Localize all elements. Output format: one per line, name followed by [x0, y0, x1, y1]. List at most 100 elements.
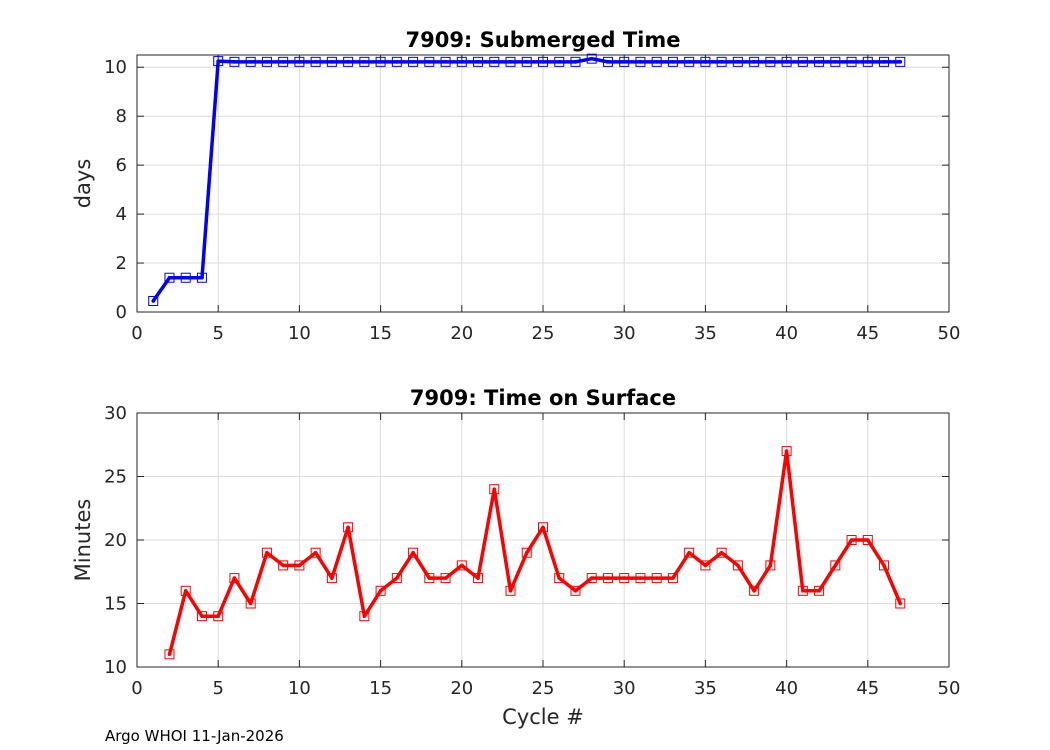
data-point-dot	[411, 60, 415, 64]
data-point-marker	[261, 547, 272, 558]
data-point-dot	[200, 614, 204, 618]
data-point-marker	[326, 573, 337, 584]
data-point-marker	[781, 56, 792, 67]
x-tick-label: 20	[450, 323, 473, 344]
data-point-marker	[294, 56, 305, 67]
data-point-dot	[281, 563, 285, 568]
data-point-marker	[651, 56, 662, 67]
data-point-marker	[765, 56, 776, 67]
data-point-dot	[768, 60, 773, 64]
data-point-marker	[667, 573, 678, 584]
data-point-marker	[749, 585, 760, 596]
x-tick-label: 20	[450, 678, 473, 699]
data-point-dot	[833, 60, 838, 64]
data-point-marker	[261, 56, 272, 67]
data-point-dot	[703, 60, 708, 64]
data-point-dot	[638, 60, 643, 64]
x-tick-label: 45	[856, 678, 879, 699]
data-point-marker	[424, 56, 435, 67]
data-point-marker	[180, 585, 191, 596]
data-point-marker	[684, 56, 695, 67]
data-point-marker	[716, 56, 727, 67]
data-point-marker	[408, 547, 419, 558]
data-point-dot	[508, 589, 513, 593]
y-tick-label: 6	[116, 155, 127, 176]
data-point-dot	[183, 589, 188, 593]
x-tick-label: 50	[938, 678, 961, 699]
data-point-marker	[716, 547, 727, 558]
data-point-dot	[248, 60, 253, 64]
data-point-dot	[638, 576, 643, 580]
data-point-marker	[635, 573, 646, 584]
data-point-marker	[245, 598, 256, 609]
data-point-dot	[167, 652, 172, 657]
x-tick-label: 30	[613, 323, 636, 344]
data-point-dot	[313, 550, 318, 555]
data-point-dot	[866, 538, 870, 542]
data-point-dot	[492, 60, 497, 64]
data-point-dot	[362, 614, 367, 618]
data-point-marker	[830, 56, 841, 67]
x-tick-label: 0	[131, 678, 142, 699]
data-point-marker	[879, 560, 890, 571]
data-point-dot	[541, 525, 545, 530]
data-point-dot	[882, 60, 886, 64]
data-point-dot	[719, 550, 724, 555]
data-point-dot	[866, 60, 870, 64]
data-point-dot	[898, 60, 903, 64]
data-point-dot	[265, 60, 269, 64]
data-point-dot	[427, 60, 432, 64]
data-point-dot	[573, 589, 578, 593]
data-point-marker	[278, 560, 289, 571]
data-point-marker	[846, 56, 857, 67]
data-point-marker	[180, 272, 191, 283]
data-point-dot	[167, 275, 172, 280]
data-point-dot	[573, 60, 578, 64]
data-point-marker	[538, 522, 548, 533]
data-point-dot	[784, 60, 789, 64]
data-point-marker	[862, 56, 873, 67]
data-point-marker	[213, 611, 224, 622]
data-point-marker	[375, 56, 386, 67]
y-tick-label: 25	[104, 467, 127, 488]
data-point-marker	[619, 56, 630, 67]
x-tick-label: 50	[938, 323, 961, 344]
data-point-marker	[521, 56, 532, 67]
x-tick-label: 5	[212, 678, 223, 699]
data-point-marker	[651, 573, 662, 584]
x-tick-label: 5	[212, 323, 223, 344]
x-tick-label: 25	[532, 323, 555, 344]
data-point-dot	[216, 614, 220, 618]
data-point-marker	[164, 649, 175, 660]
data-point-dot	[752, 60, 756, 64]
data-point-marker	[570, 56, 581, 67]
data-point-marker	[700, 560, 711, 571]
data-point-dot	[151, 299, 156, 303]
data-point-marker	[359, 611, 370, 622]
data-point-dot	[330, 576, 334, 580]
data-point-dot	[281, 60, 285, 64]
data-point-marker	[229, 573, 240, 584]
data-point-marker	[765, 560, 776, 571]
data-point-dot	[330, 60, 334, 64]
y-tick-label: 30	[104, 403, 127, 424]
data-point-dot	[183, 275, 188, 280]
x-tick-label: 15	[369, 323, 392, 344]
data-point-dot	[801, 60, 805, 64]
data-point-dot	[524, 60, 529, 64]
data-point-marker	[586, 53, 597, 64]
data-point-dot	[216, 59, 220, 63]
data-point-marker	[359, 56, 370, 67]
y-tick-label: 15	[104, 594, 127, 615]
data-point-marker	[732, 560, 743, 571]
submerged-time-chart: 0 5 10 15 20 25 30 35 40 45 50 0 2 4 6 8 10 7909: Submerg…	[71, 28, 960, 344]
data-point-marker	[602, 56, 613, 67]
data-point-marker	[456, 56, 467, 67]
data-point-marker	[440, 573, 451, 584]
data-point-dot	[736, 563, 740, 568]
data-point-marker	[343, 522, 354, 533]
data-point-marker	[667, 56, 678, 67]
data-point-marker	[473, 56, 484, 67]
data-point-marker	[391, 56, 402, 67]
